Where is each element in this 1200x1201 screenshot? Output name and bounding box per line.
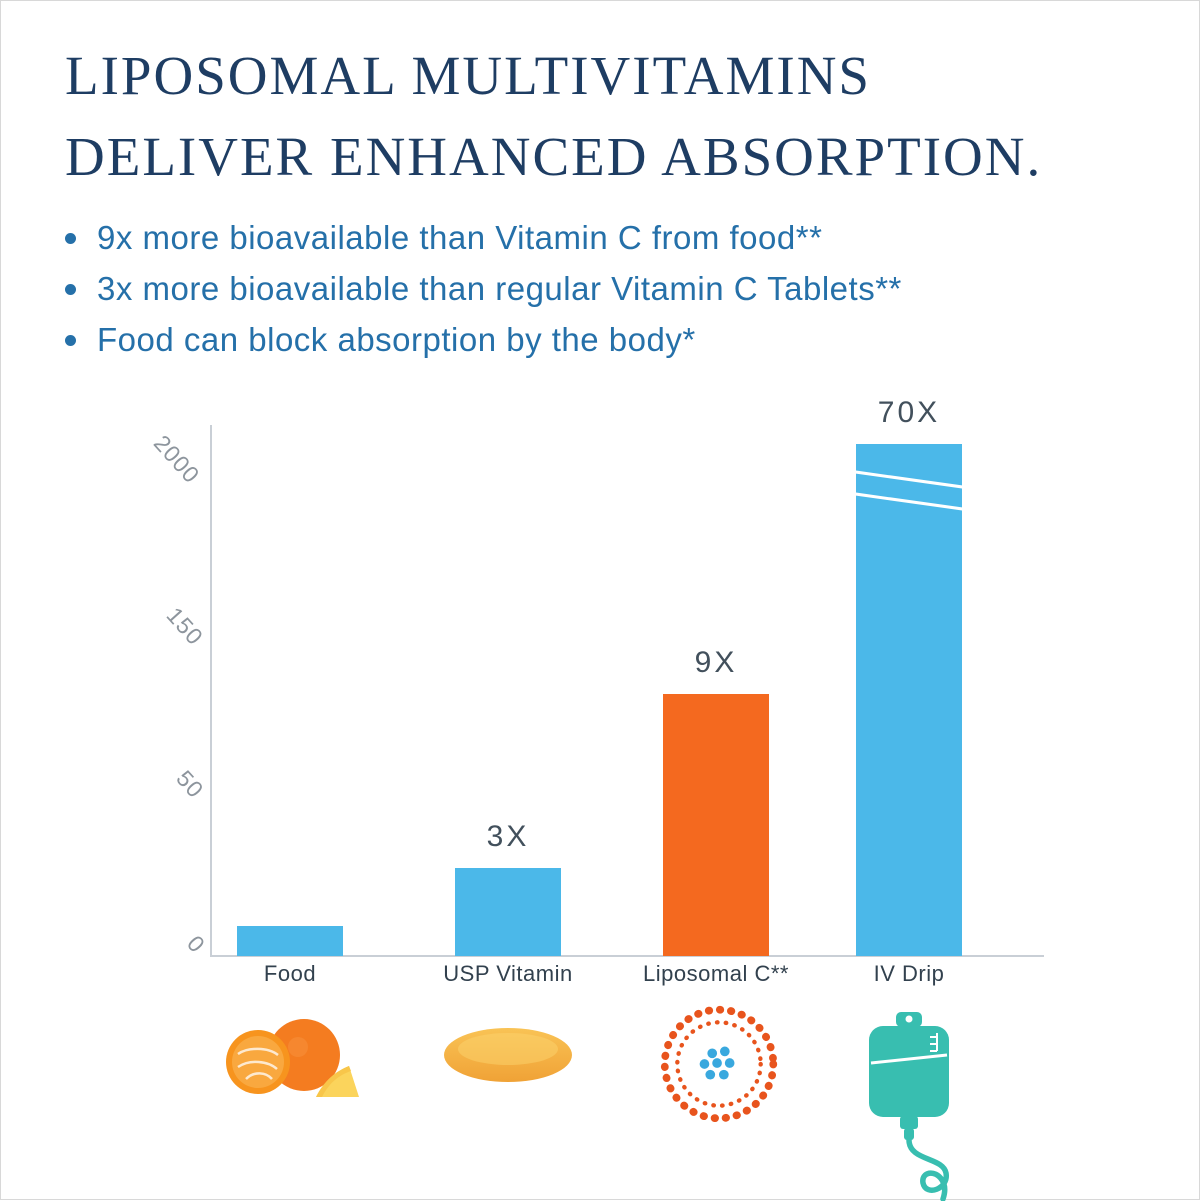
food-icon <box>226 1019 359 1097</box>
bar-column-food <box>237 395 343 956</box>
bullet-dot <box>65 283 76 295</box>
bar-column-iv-drip: 70X <box>856 395 962 956</box>
bullet-text: 3x more bioavailable than regular Vitami… <box>97 269 902 307</box>
bullet-item: 3x more bioavailable than regular Vitami… <box>65 270 902 308</box>
iv-drip-icon <box>869 1012 949 1201</box>
bar-value-label: 9X <box>694 646 738 679</box>
bar-value-label: 3X <box>486 820 530 853</box>
axis-break-line <box>856 469 962 490</box>
liposome-icon <box>660 1005 778 1123</box>
y-tick-0: 0 <box>181 930 211 958</box>
title-line-1: LIPOSOMAL MULTIVITAMINS <box>65 45 872 106</box>
y-tick-150: 150 <box>161 602 209 651</box>
bar-usp-vitamin <box>455 868 561 956</box>
category-label-food: Food <box>263 961 317 986</box>
x-axis-line <box>210 955 1044 957</box>
y-tick-50: 50 <box>171 765 210 804</box>
vitamin-tablet-icon <box>444 1028 572 1082</box>
page-title: LIPOSOMAL MULTIVITAMINS DELIVER ENHANCED… <box>65 35 1042 198</box>
y-tick-2000: 2000 <box>148 429 206 489</box>
bullet-list: 9x more bioavailable than Vitamin C from… <box>65 219 902 372</box>
bullet-item: 9x more bioavailable than Vitamin C from… <box>65 219 902 257</box>
bullet-dot <box>65 233 76 244</box>
bar-value-label: 70X <box>877 396 941 429</box>
bullet-item: Food can block absorption by the body* <box>65 321 902 359</box>
bullet-text: 9x more bioavailable than Vitamin C from… <box>97 219 823 256</box>
bullet-dot <box>65 334 76 346</box>
bar-food <box>237 926 343 956</box>
category-label-liposomal-c: Liposomal C** <box>643 961 789 986</box>
category-label-iv-drip: IV Drip <box>873 961 945 986</box>
bar-iv-drip <box>856 444 962 956</box>
bar-liposomal-c <box>663 694 769 956</box>
axis-break-line <box>856 491 962 512</box>
category-label-usp-vitamin: USP Vitamin <box>443 961 573 986</box>
bullet-text: Food can block absorption by the body* <box>97 320 696 358</box>
y-axis-line <box>210 425 212 957</box>
title-line-2: DELIVER ENHANCED ABSORPTION. <box>65 126 1043 188</box>
bar-column-liposomal-c: 9X <box>663 395 769 956</box>
bar-column-usp-vitamin: 3X <box>455 395 561 956</box>
